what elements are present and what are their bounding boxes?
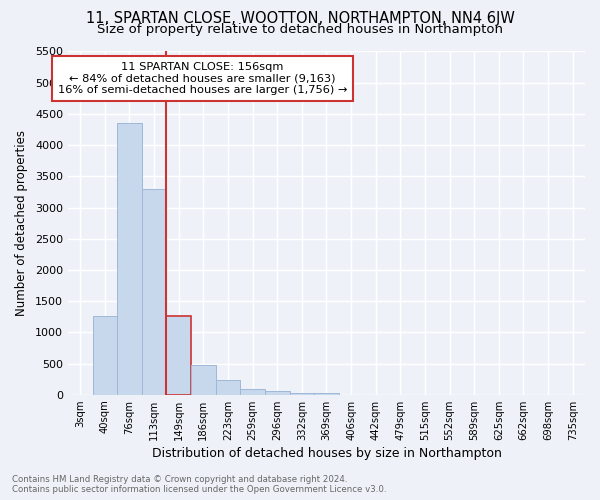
Bar xyxy=(166,316,191,395)
Text: 11, SPARTAN CLOSE, WOOTTON, NORTHAMPTON, NN4 6JW: 11, SPARTAN CLOSE, WOOTTON, NORTHAMPTON,… xyxy=(86,11,514,26)
Bar xyxy=(191,365,215,395)
Y-axis label: Number of detached properties: Number of detached properties xyxy=(15,130,28,316)
Text: 11 SPARTAN CLOSE: 156sqm
← 84% of detached houses are smaller (9,163)
16% of sem: 11 SPARTAN CLOSE: 156sqm ← 84% of detach… xyxy=(58,62,347,95)
X-axis label: Distribution of detached houses by size in Northampton: Distribution of detached houses by size … xyxy=(152,447,502,460)
Bar xyxy=(117,124,142,395)
Bar xyxy=(92,316,117,395)
Bar xyxy=(265,392,290,395)
Text: Size of property relative to detached houses in Northampton: Size of property relative to detached ho… xyxy=(97,22,503,36)
Bar xyxy=(290,393,314,395)
Bar xyxy=(240,389,265,395)
Bar xyxy=(142,189,166,395)
Bar xyxy=(215,380,240,395)
Text: Contains HM Land Registry data © Crown copyright and database right 2024.
Contai: Contains HM Land Registry data © Crown c… xyxy=(12,474,386,494)
Bar xyxy=(314,392,339,395)
